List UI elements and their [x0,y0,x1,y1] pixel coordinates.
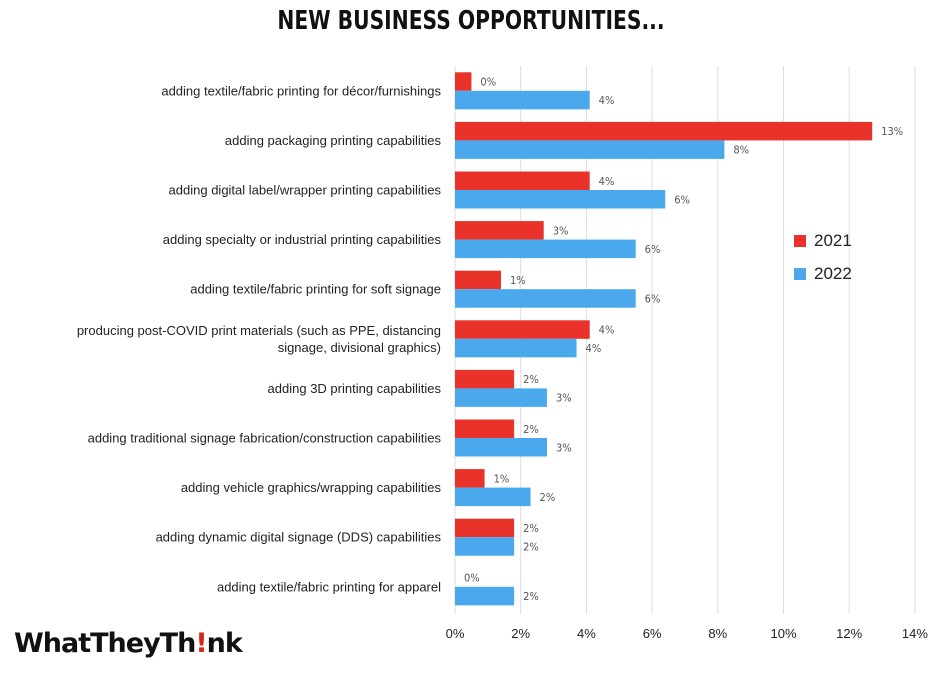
category-label-line: producing post-COVID print materials (su… [77,323,441,338]
value-label: 2% [523,373,539,386]
bar-2021 [455,369,515,389]
value-label: 8% [733,144,749,157]
chart-title: NEW BUSINESS OPPORTUNITIES... [277,6,665,36]
category-label-line: adding textile/fabric printing for appar… [217,579,441,594]
x-tick-label: 4% [577,626,596,641]
value-label: 6% [645,243,661,256]
value-label: 3% [556,392,572,405]
logo-exclamation: ! [195,628,207,659]
x-tick-label: 12% [836,626,862,641]
bar-2021 [455,469,485,488]
value-label: 4% [599,175,615,188]
x-tick-label: 6% [643,626,662,641]
value-label: 4% [599,324,615,337]
bar-2022 [455,140,725,159]
category-label: adding textile/fabric printing for appar… [217,579,441,594]
logo-text-end: nk [206,628,243,659]
category-label: adding textile/fabric printing for soft … [190,282,441,297]
value-label: 3% [556,441,572,454]
category-label-line: adding packaging printing capabilities [225,133,442,148]
labels: 0% 2% 4% 6% 8% 10% 12% 14% adding textile/fabric… [77,76,929,641]
category-label: adding vehicle graphics/wrapping capabil… [181,480,442,495]
category-label: producing post-COVID print materials (su… [77,323,441,355]
bar-2022 [455,338,577,358]
x-tick-label: 14% [902,626,928,641]
category-label: adding digital label/wrapper printing ca… [169,183,442,198]
category-label: adding specialty or industrial printing … [163,232,442,247]
bars [455,72,873,606]
x-tick-label: 2% [511,626,530,641]
bar-2022 [455,190,666,209]
category-label-line: adding textile/fabric printing for décor… [161,83,441,98]
value-label: 0% [464,572,480,585]
bar-2022 [455,289,636,308]
category-label: adding packaging printing capabilities [225,133,442,148]
category-label-line: adding vehicle graphics/wrapping capabil… [181,480,442,495]
bar-2021 [455,121,873,141]
x-tick-label: 0% [446,626,465,641]
category-label-line: adding traditional signage fabrication/c… [88,431,442,446]
value-label: 2% [523,522,539,535]
legend-swatch-2021 [794,235,806,247]
value-label: 4% [586,342,602,355]
category-label-line: adding digital label/wrapper printing ca… [169,183,442,198]
legend-label-2022: 2022 [814,264,852,283]
bar-2022 [455,90,590,110]
category-label-line: adding textile/fabric printing for soft … [190,282,441,297]
value-label: 2% [523,540,539,553]
legend-swatch-2022 [794,268,806,280]
bar-2021 [455,221,544,240]
category-label-line: adding 3D printing capabilities [268,381,442,396]
category-label-line: adding dynamic digital signage (DDS) cap… [156,530,442,545]
logo-text-start: WhatTheyTh [14,628,196,659]
value-label: 1% [494,472,510,485]
bar-2022 [455,239,636,259]
bar-2021 [455,518,515,538]
category-label: adding 3D printing capabilities [268,381,442,396]
whattheythink-logo: WhatTheyTh!nk [14,628,243,659]
bar-2021 [455,419,515,438]
bar-2021 [455,72,472,91]
bar-2022 [455,388,547,407]
value-label: 1% [510,274,526,287]
value-label: 2% [540,491,556,504]
legend-label-2021: 2021 [814,231,852,250]
bar-2021 [455,270,501,290]
value-label: 0% [480,76,496,89]
value-label: 6% [645,292,661,305]
category-label: adding traditional signage fabrication/c… [88,431,442,446]
value-label: 2% [523,590,539,603]
value-label: 13% [881,125,903,138]
value-label: 2% [523,423,539,436]
value-label: 3% [553,224,569,237]
x-tick-label: 10% [770,626,796,641]
bar-2022 [455,537,515,556]
category-label-line: signage, divisional graphics) [278,340,441,355]
category-label: adding dynamic digital signage (DDS) cap… [156,530,442,545]
bar-2021 [455,171,590,190]
value-label: 4% [599,94,615,107]
legend: 2021 2022 [794,231,852,283]
bar-2021 [455,320,590,339]
x-tick-label: 8% [708,626,727,641]
value-label: 6% [674,193,690,206]
category-label-line: adding specialty or industrial printing … [163,232,442,247]
bar-2022 [455,438,547,457]
bar-2022 [455,586,515,606]
category-label: adding textile/fabric printing for décor… [161,83,441,98]
bar-2022 [455,487,531,507]
